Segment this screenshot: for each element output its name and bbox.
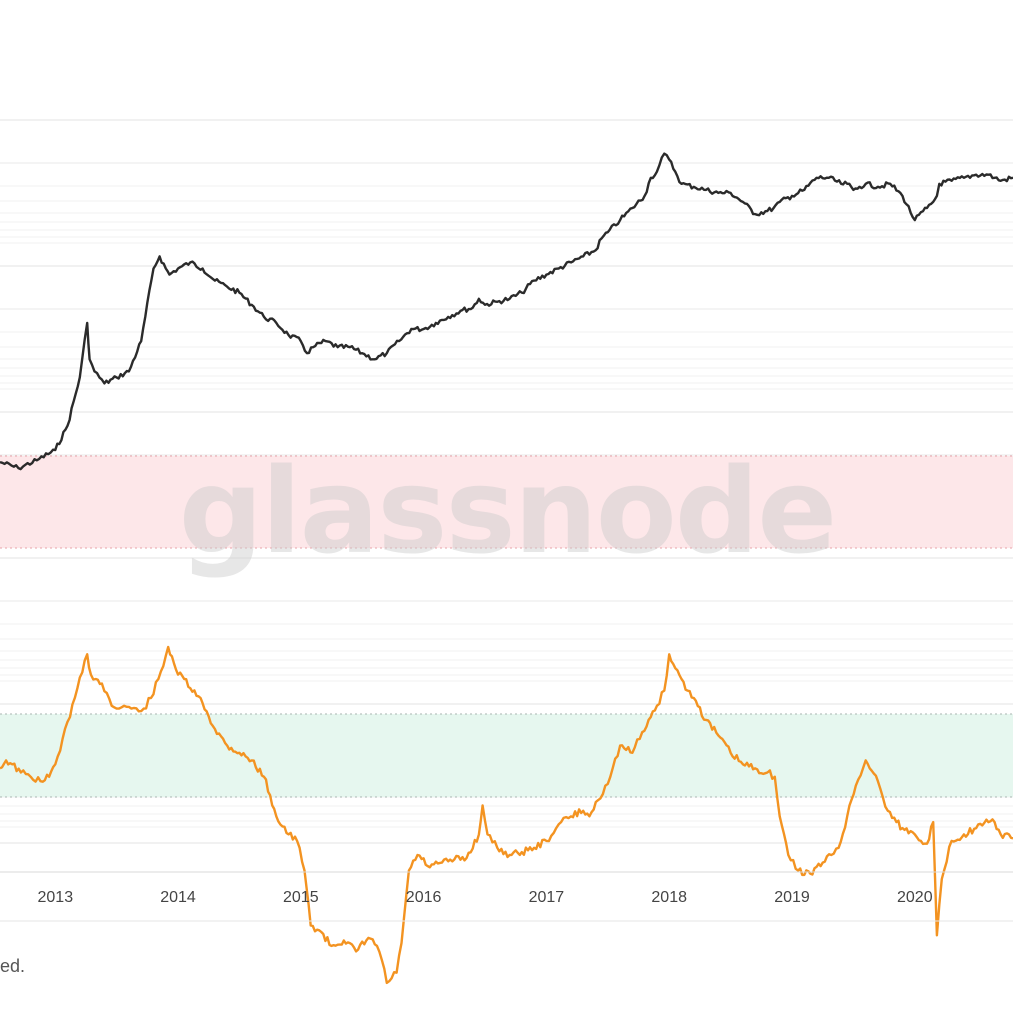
upper-band [0, 455, 1013, 549]
x-tick-label: 2014 [160, 889, 196, 906]
watermark-logo: glassnode [179, 442, 836, 580]
x-tick-label: 2020 [897, 889, 933, 906]
undervalued-zone [0, 714, 1013, 797]
overvalued-zone [0, 456, 1013, 548]
x-tick-label: 2016 [406, 889, 442, 906]
x-tick-label: 2013 [38, 889, 74, 906]
lower-band [0, 713, 1013, 798]
x-axis-tick-labels: 2013 2014 2015 2016 2017 2018 2019 2020 [38, 889, 933, 906]
x-tick-label: 2018 [651, 889, 687, 906]
x-tick-label: 2015 [283, 889, 319, 906]
series-line-oscillator [0, 645, 1013, 985]
x-tick-label: 2019 [774, 889, 810, 906]
series-line-price [0, 152, 1013, 471]
footnote-text: ed. [0, 956, 26, 976]
x-tick-label: 2017 [529, 889, 565, 906]
